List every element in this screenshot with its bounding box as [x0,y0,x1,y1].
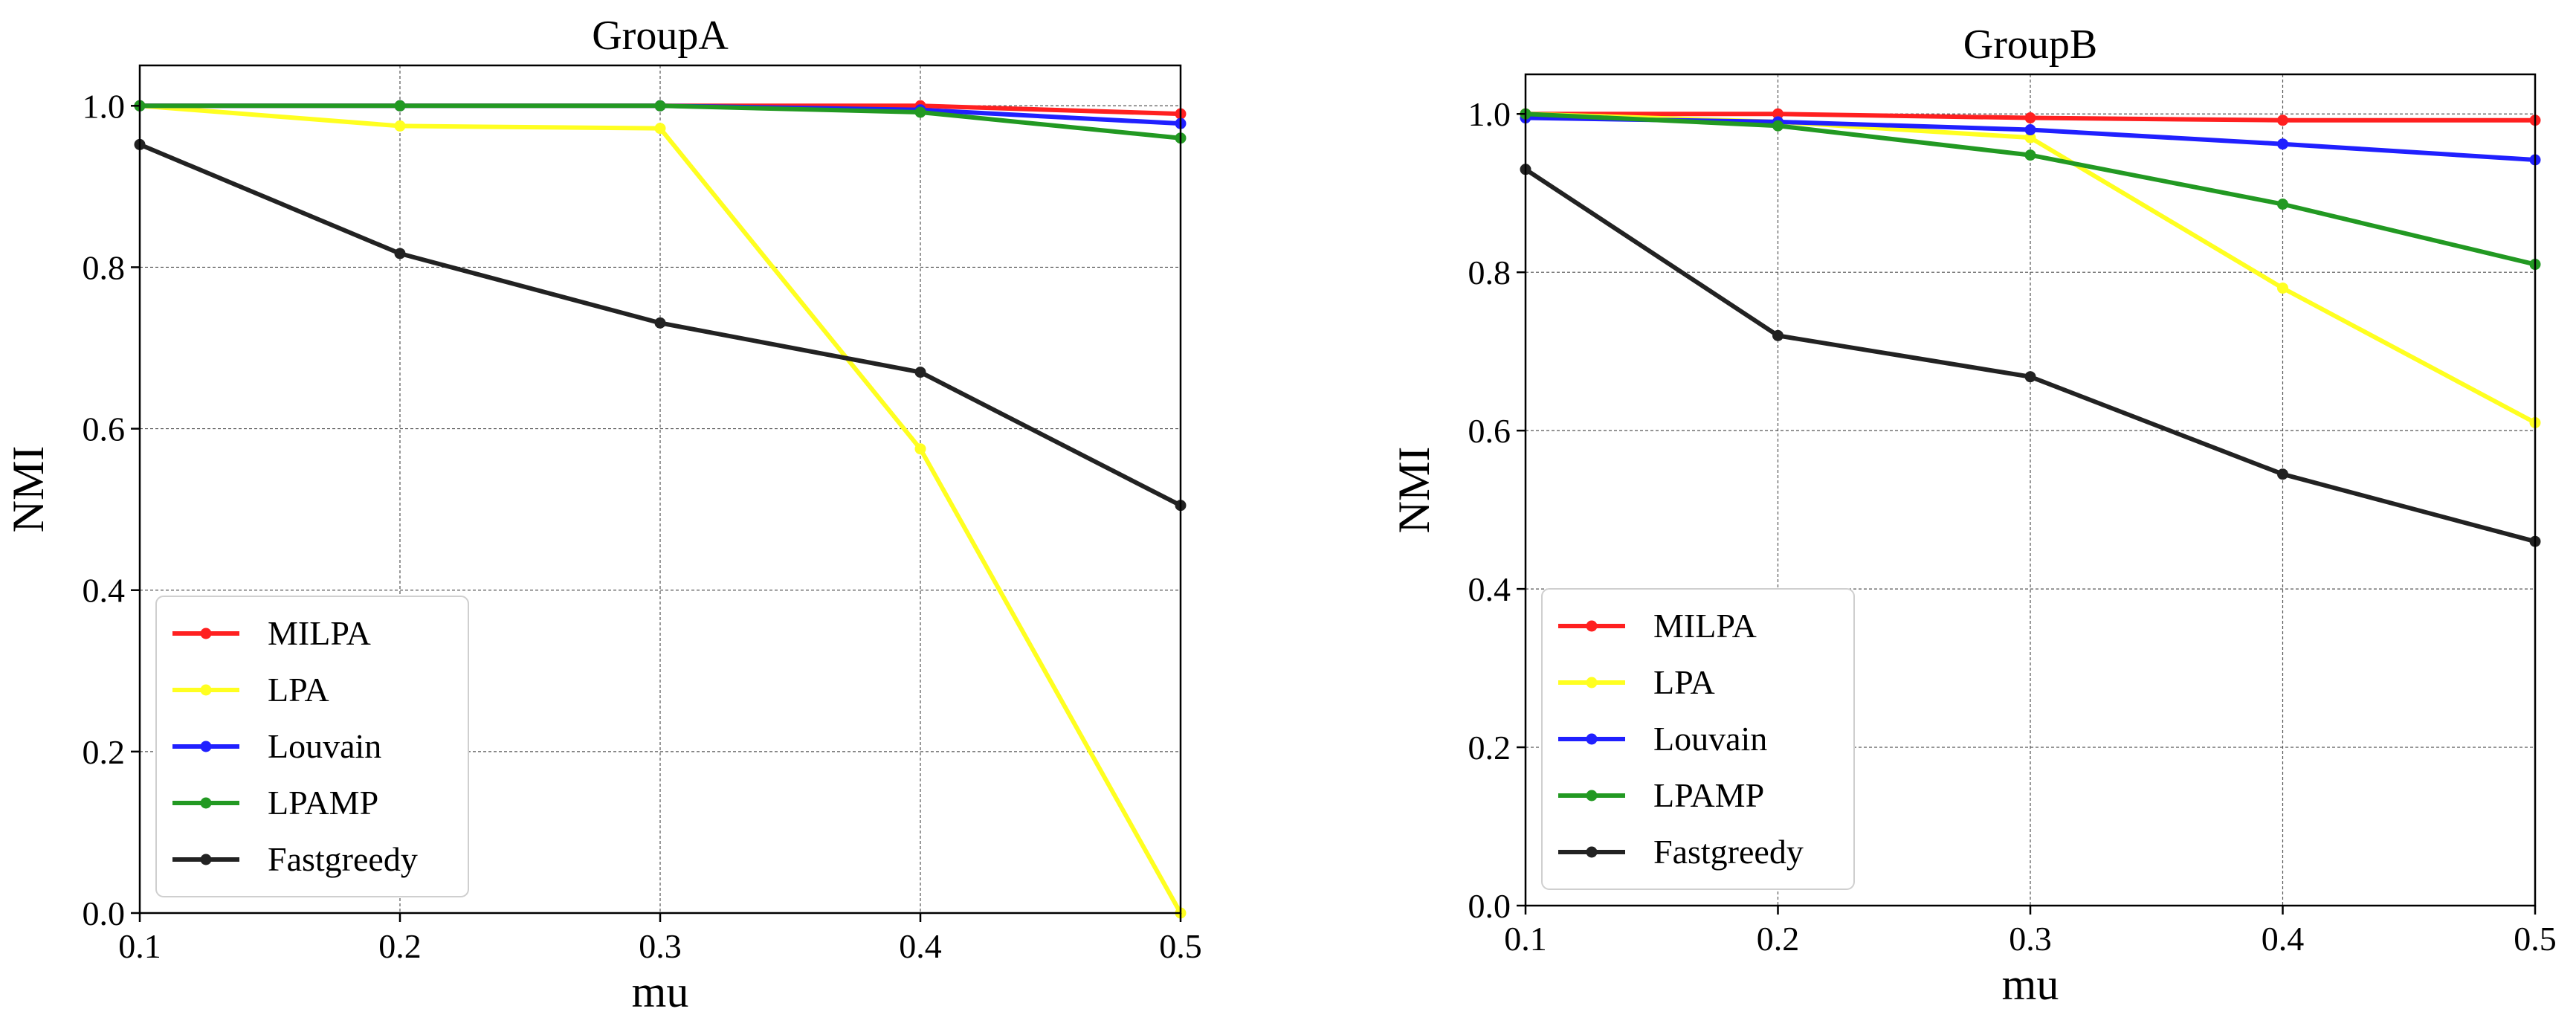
legend-label-fastgreedy: Fastgreedy [1653,833,1804,871]
data-point-lpa [654,123,666,135]
legend-label-milpa: MILPA [1653,607,1757,645]
legend-marker-fastgreedy [1586,846,1598,858]
x-tick-label: 0.2 [378,927,422,965]
y-tick-label: 0.8 [1468,254,1511,291]
data-point-lpa [2277,282,2288,294]
data-point-lpamp [914,106,926,118]
legend-label-lpamp: LPAMP [1653,776,1764,814]
data-point-fastgreedy [2277,468,2288,480]
chart-title: GroupA [592,13,729,59]
data-point-fastgreedy [1772,329,1783,341]
legend-label-louvain: Louvain [268,727,381,765]
x-tick-label: 0.5 [1159,927,1202,965]
legend-marker-milpa [200,628,212,639]
data-point-milpa [2024,112,2036,124]
y-tick-label: 0.0 [83,894,126,932]
y-axis-label: NMI [1389,447,1439,534]
x-axis-label: mu [632,967,689,1016]
y-tick-label: 0.4 [1468,570,1511,608]
data-point-lpamp [2024,149,2036,161]
data-point-lpa [2024,132,2036,143]
legend-marker-lpa [1586,677,1598,688]
data-point-lpamp [654,100,666,112]
data-point-fastgreedy [394,248,406,259]
data-point-lpa [914,443,926,455]
data-point-lpamp [1772,120,1783,132]
x-tick-label: 0.1 [1504,920,1547,958]
chart-panel-groupb: 0.1 0.2 0.3 0.4 0.5 0.0 0.2 0.4 0.6 0.8 1.0 GroupB m… [1389,22,2557,1009]
y-tick-label: 0.0 [1468,887,1511,925]
data-point-fastgreedy [2024,371,2036,383]
legend-box [155,596,469,897]
y-axis-label: NMI [4,446,53,533]
chart-title: GroupB [1963,22,2097,68]
x-tick-label: 0.3 [2009,920,2052,958]
legend-marker-lpa [200,684,212,696]
y-tick-label: 0.2 [83,733,126,771]
legend-label-fastgreedy: Fastgreedy [268,840,418,878]
data-point-louvain [2024,124,2036,136]
legend-marker-louvain [200,741,212,752]
x-tick-label: 0.4 [899,927,942,965]
data-point-fastgreedy [914,367,926,378]
data-point-louvain [2277,138,2288,150]
data-point-lpa [394,120,406,132]
data-point-milpa [2277,115,2288,126]
x-tick-label: 0.2 [1757,920,1800,958]
legend-label-lpamp: LPAMP [268,784,378,822]
legend: MILPA LPA Louvain LPAMP Fastgreedy [155,596,469,897]
legend-label-lpa: LPA [268,671,329,709]
y-tick-label: 0.6 [83,410,126,448]
legend-marker-lpamp [1586,790,1598,802]
legend-box [1541,588,1855,890]
x-axis-label: mu [2002,960,2059,1009]
data-point-lpamp [2277,199,2288,210]
x-tick-label: 0.1 [118,927,161,965]
x-tick-label: 0.3 [639,927,682,965]
legend-label-louvain: Louvain [1653,720,1767,758]
y-tick-label: 1.0 [1468,95,1511,133]
y-tick-label: 0.4 [83,572,126,610]
y-tick-label: 1.0 [83,87,126,125]
x-tick-label: 0.4 [2262,920,2305,958]
y-tick-label: 0.6 [1468,412,1511,450]
legend-marker-fastgreedy [200,854,212,865]
legend: MILPA LPA Louvain LPAMP Fastgreedy [1541,588,1855,890]
chart-panel-groupa: 0.1 0.2 0.3 0.4 0.5 0.0 0.2 0.4 0.6 0.8 1.0 GroupA m… [4,13,1202,1016]
legend-label-lpa: LPA [1653,663,1715,701]
legend-marker-milpa [1586,620,1598,632]
data-point-milpa [1772,108,1783,120]
data-point-fastgreedy [654,317,666,329]
data-point-lpamp [394,100,406,112]
y-tick-label: 0.8 [83,248,126,286]
legend-marker-lpamp [200,797,212,809]
legend-marker-louvain [1586,733,1598,745]
legend-label-milpa: MILPA [268,614,371,652]
x-tick-label: 0.5 [2514,920,2557,958]
y-tick-label: 0.2 [1468,729,1511,767]
